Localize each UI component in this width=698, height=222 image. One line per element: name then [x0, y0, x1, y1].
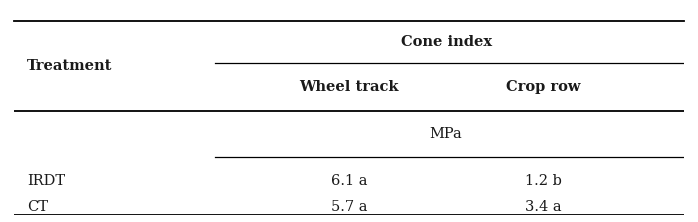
Text: 1.2 b: 1.2 b: [525, 174, 562, 188]
Text: Crop row: Crop row: [506, 80, 581, 94]
Text: Wheel track: Wheel track: [299, 80, 399, 94]
Text: 6.1 a: 6.1 a: [331, 174, 367, 188]
Text: Cone index: Cone index: [401, 35, 491, 49]
Text: 5.7 a: 5.7 a: [331, 200, 367, 214]
Text: MPa: MPa: [430, 127, 463, 141]
Text: 3.4 a: 3.4 a: [525, 200, 562, 214]
Text: Treatment: Treatment: [27, 59, 113, 73]
Text: CT: CT: [27, 200, 48, 214]
Text: IRDT: IRDT: [27, 174, 66, 188]
